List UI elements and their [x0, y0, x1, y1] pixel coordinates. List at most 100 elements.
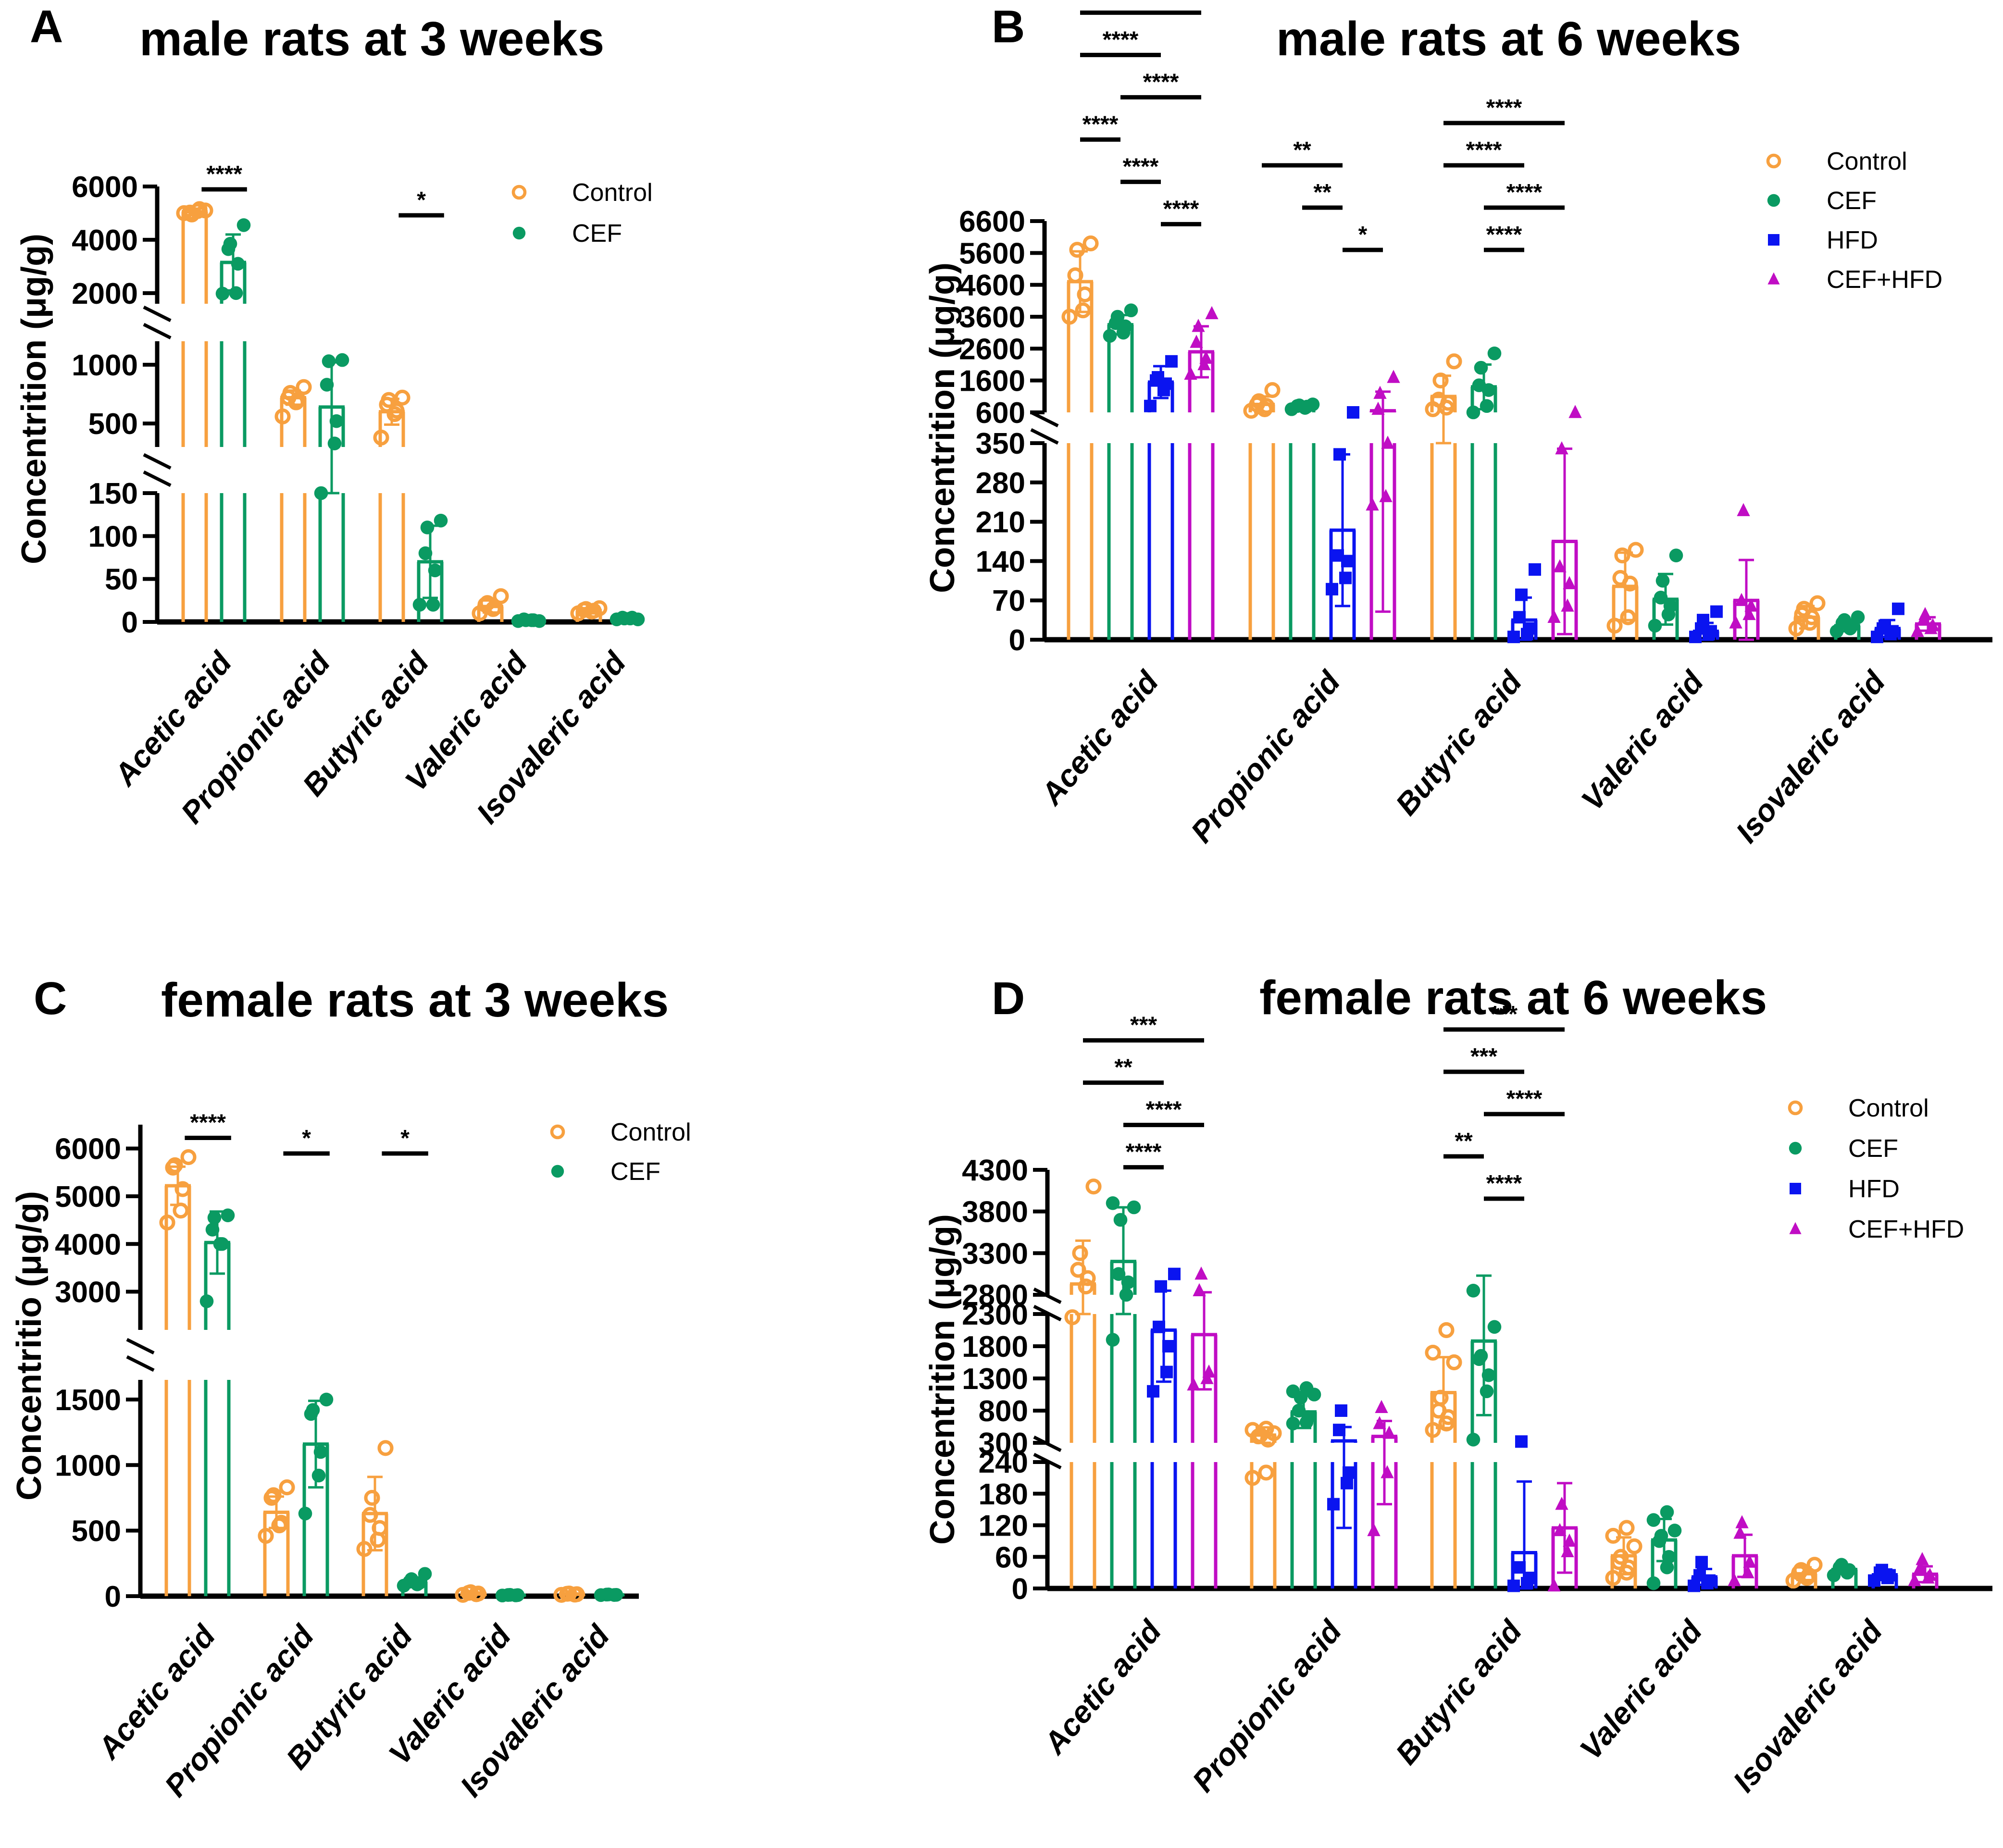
data-point [215, 1237, 229, 1251]
bar-group-cef-hfd [1729, 503, 1760, 641]
data-point [1660, 1560, 1674, 1575]
data-point [1655, 574, 1670, 588]
data-point [1916, 1552, 1929, 1565]
data-point [159, 1214, 175, 1231]
data-point [313, 1445, 328, 1459]
bar-group-cef [1103, 303, 1138, 640]
x-tick-label: Butyric acid [1389, 1613, 1529, 1771]
bar-group-control [356, 1440, 394, 1596]
legend-item-cef: CEF [1767, 187, 1877, 215]
data-point [1070, 1262, 1086, 1278]
data-point [631, 612, 645, 626]
data-point [1103, 329, 1117, 343]
data-point [1432, 372, 1449, 389]
bar-group-cef [412, 513, 448, 622]
y-axis-title: Concentrition (μg/g) [923, 1214, 962, 1545]
data-point [493, 588, 509, 604]
data-point [1614, 547, 1630, 564]
y-axis-title: Concentrition (μg/g) [923, 262, 962, 593]
data-point [1381, 1465, 1394, 1478]
data-point [1472, 378, 1486, 392]
legend-item-hfd: HFD [1790, 1175, 1900, 1203]
data-point [1113, 1213, 1128, 1227]
y-tick-label: 120 [979, 1510, 1028, 1543]
bar-group-control [1061, 235, 1099, 640]
x-tick-label: Valeric acid [1574, 664, 1711, 817]
data-point [1879, 619, 1891, 632]
data-point [1728, 1573, 1741, 1587]
data-point [1152, 371, 1164, 384]
bar-group-hfd [1144, 355, 1178, 640]
y-tick-label: 6000 [72, 171, 138, 204]
data-point [1605, 1570, 1621, 1586]
y-tick-label: 100 [88, 520, 138, 553]
data-point [394, 389, 411, 406]
data-point [1190, 335, 1203, 348]
data-point [470, 1585, 486, 1602]
data-point [319, 1392, 334, 1407]
data-point [1744, 598, 1758, 612]
data-point [173, 1203, 189, 1219]
data-point [1326, 583, 1338, 595]
data-point [1911, 623, 1924, 637]
significance-bracket: **** [1443, 95, 1565, 125]
data-point [311, 1468, 326, 1483]
bar-group-cef [1466, 1274, 1502, 1588]
data-point [258, 1527, 274, 1544]
data-point [377, 1440, 394, 1456]
significance-bracket: **** [1080, 27, 1161, 57]
data-point [207, 1211, 222, 1225]
data-point [1072, 1245, 1088, 1261]
axis-break-mark [1033, 1452, 1062, 1470]
bar-group-cef-hfd [1184, 306, 1219, 640]
data-point [550, 1124, 565, 1140]
bar-group-hfd [1871, 602, 1904, 644]
data-point [434, 513, 448, 528]
x-tick-label: Propionic acid [1185, 1613, 1349, 1798]
axis-break-mark [1033, 1304, 1062, 1322]
data-point [1688, 1579, 1700, 1592]
bar-group-control [159, 1149, 197, 1596]
data-point [1382, 1426, 1396, 1439]
significance-bracket: **** [1123, 1140, 1164, 1170]
data-point [1789, 1141, 1802, 1155]
panel-letter: D [992, 973, 1025, 1024]
data-point [1767, 194, 1780, 207]
bar-group-control [570, 600, 608, 622]
data-point [1793, 1562, 1809, 1578]
significance-bracket: **** [1484, 1086, 1565, 1116]
data-point [1729, 615, 1742, 629]
data-point [1466, 405, 1480, 420]
data-point [511, 185, 527, 200]
axis-break-mark [1033, 1435, 1062, 1452]
data-point [503, 1588, 517, 1602]
x-tick-label: Acetic acid [1033, 664, 1166, 812]
significance-bracket: **** [1443, 137, 1524, 168]
significance-bracket: *** [1083, 1013, 1204, 1043]
axis-break-mark [1030, 410, 1059, 428]
data-point [1341, 1476, 1353, 1489]
data-point [329, 414, 344, 428]
data-point [1605, 1527, 1621, 1544]
bar-group-cef-hfd [1547, 1482, 1578, 1592]
data-point [1327, 1498, 1340, 1511]
data-point [1438, 1322, 1455, 1339]
significance-label: *** [1491, 1002, 1518, 1027]
data-point [1264, 382, 1281, 398]
y-tick-label: 0 [122, 606, 138, 639]
data-point [1347, 406, 1359, 419]
axis-break-mark [143, 322, 172, 340]
data-point [1606, 618, 1623, 634]
data-point [273, 1514, 289, 1531]
data-point [1153, 1320, 1165, 1333]
significance-bracket: **** [1120, 69, 1201, 99]
data-point [1286, 1384, 1300, 1399]
significance-label: **** [1486, 1171, 1522, 1196]
data-point [1446, 1354, 1462, 1371]
data-point [428, 563, 442, 578]
significance-label: * [417, 187, 426, 213]
data-point [1804, 609, 1820, 625]
data-point [418, 1567, 432, 1581]
data-point [418, 546, 433, 560]
bar-group-control [1425, 353, 1462, 640]
